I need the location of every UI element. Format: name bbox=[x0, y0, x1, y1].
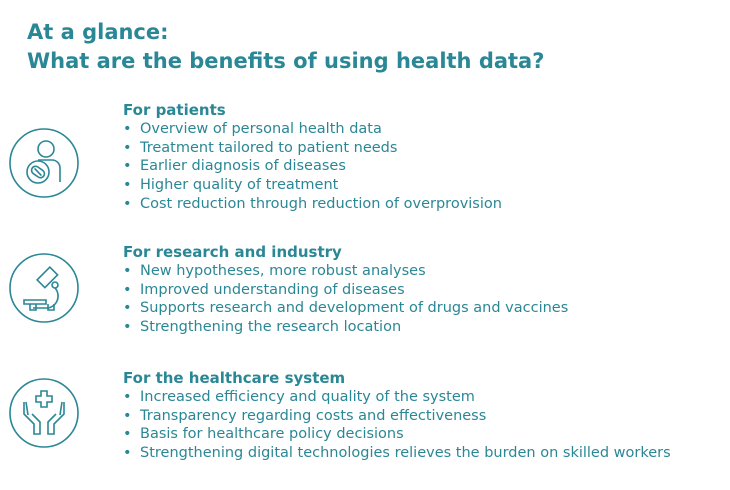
list-item: Supports research and development of dru… bbox=[123, 299, 568, 318]
hands-cross-icon bbox=[9, 378, 79, 448]
list-item: Strengthening digital technologies relie… bbox=[123, 444, 671, 463]
list-item: Increased efficiency and quality of the … bbox=[123, 388, 671, 407]
title-line-2: What are the benefits of using health da… bbox=[27, 49, 545, 73]
section-heading: For the healthcare system bbox=[123, 369, 346, 387]
healthcare-section: For the healthcare system Increased effi… bbox=[123, 369, 671, 463]
list-item: New hypotheses, more robust analyses bbox=[123, 262, 568, 281]
list-item: Improved understanding of diseases bbox=[123, 281, 568, 300]
patient-pill-icon bbox=[9, 128, 79, 198]
list-item: Strengthening the research location bbox=[123, 318, 568, 337]
title-line-1: At a glance: bbox=[27, 20, 169, 44]
list-item: Higher quality of treatment bbox=[123, 176, 502, 195]
list-item: Cost reduction through reduction of over… bbox=[123, 195, 502, 214]
list-item: Basis for healthcare policy decisions bbox=[123, 425, 671, 444]
page-title: At a glance: What are the benefits of us… bbox=[27, 18, 544, 76]
list-item: Overview of personal health data bbox=[123, 120, 502, 139]
microscope-icon bbox=[9, 253, 79, 323]
section-heading: For research and industry bbox=[123, 243, 342, 261]
section-heading: For patients bbox=[123, 101, 226, 119]
research-section: For research and industry New hypotheses… bbox=[123, 243, 568, 337]
patients-section: For patients Overview of personal health… bbox=[123, 101, 502, 214]
list-item: Transparency regarding costs and effecti… bbox=[123, 407, 671, 426]
list-item: Earlier diagnosis of diseases bbox=[123, 157, 502, 176]
list-item: Treatment tailored to patient needs bbox=[123, 139, 502, 158]
